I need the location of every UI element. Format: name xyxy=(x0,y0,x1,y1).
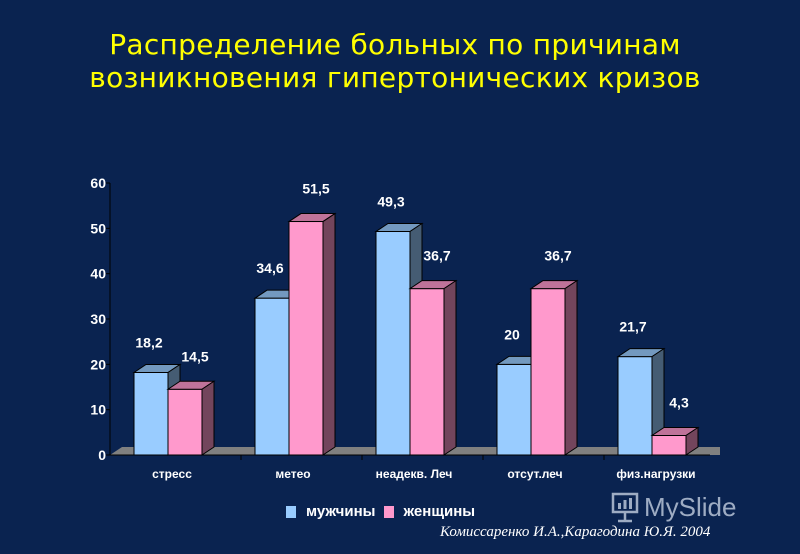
bar-men xyxy=(133,371,169,456)
x-tick-label: стресс xyxy=(152,467,192,481)
bar-men xyxy=(375,231,411,456)
watermark-text: MySlide xyxy=(644,491,737,522)
bar-men xyxy=(617,356,653,456)
chart-title-line-1: Распределение больных по причинам xyxy=(109,28,681,61)
data-label: 34,6 xyxy=(256,260,283,276)
y-tick-label: 10 xyxy=(90,402,106,418)
bar-side-women xyxy=(443,279,457,456)
presentation-icon xyxy=(611,492,639,523)
x-tick-label: метео xyxy=(275,467,310,481)
bar-women xyxy=(651,435,687,456)
y-tick-label: 60 xyxy=(90,175,106,191)
data-label: 14,5 xyxy=(181,348,208,364)
bar-side-women xyxy=(322,212,336,456)
data-label: 18,2 xyxy=(135,334,162,350)
chart-title: Распределение больных по причинам возник… xyxy=(0,28,790,94)
bar-women xyxy=(409,288,445,456)
y-tick-label: 20 xyxy=(90,356,106,372)
bar-side-women xyxy=(201,380,215,456)
data-label: 49,3 xyxy=(377,194,404,210)
legend: мужчины женщины xyxy=(286,503,483,520)
legend-swatch-men xyxy=(286,505,296,518)
data-label: 51,5 xyxy=(302,181,329,197)
legend-label-women: женщины xyxy=(403,503,476,520)
legend-item-men: мужчины xyxy=(286,503,376,520)
y-tick-label: 40 xyxy=(90,266,106,282)
bar-men xyxy=(496,363,532,456)
x-tick-label: неадекв. Леч xyxy=(376,467,453,481)
legend-label-men: мужчины xyxy=(306,503,376,520)
data-label: 36,7 xyxy=(423,248,450,264)
y-tick-label: 30 xyxy=(90,311,106,327)
x-tick-label: отсут.леч xyxy=(507,467,562,481)
data-label: 4,3 xyxy=(669,395,689,411)
data-label: 36,7 xyxy=(544,248,571,264)
legend-swatch-women xyxy=(383,505,394,518)
data-label: 21,7 xyxy=(619,319,646,335)
chart-title-line-2: возникновения гипертонических кризов xyxy=(89,61,701,94)
citation: Комиссаренко И.А.,Карагодина Ю.Я. 2004 xyxy=(440,524,711,540)
bar-men xyxy=(254,297,290,456)
bar-side-women xyxy=(685,426,699,456)
y-tick-label: 0 xyxy=(98,447,106,463)
bar-women xyxy=(288,221,324,456)
x-tick-label: физ.нагрузки xyxy=(616,467,695,481)
data-label: 20 xyxy=(504,326,520,342)
bar-women xyxy=(167,388,203,456)
bar-side-women xyxy=(564,279,578,456)
legend-item-women: женщины xyxy=(383,503,476,520)
watermark: MySlide xyxy=(610,490,736,524)
y-tick-label: 50 xyxy=(90,220,106,236)
bar-women xyxy=(530,288,566,456)
